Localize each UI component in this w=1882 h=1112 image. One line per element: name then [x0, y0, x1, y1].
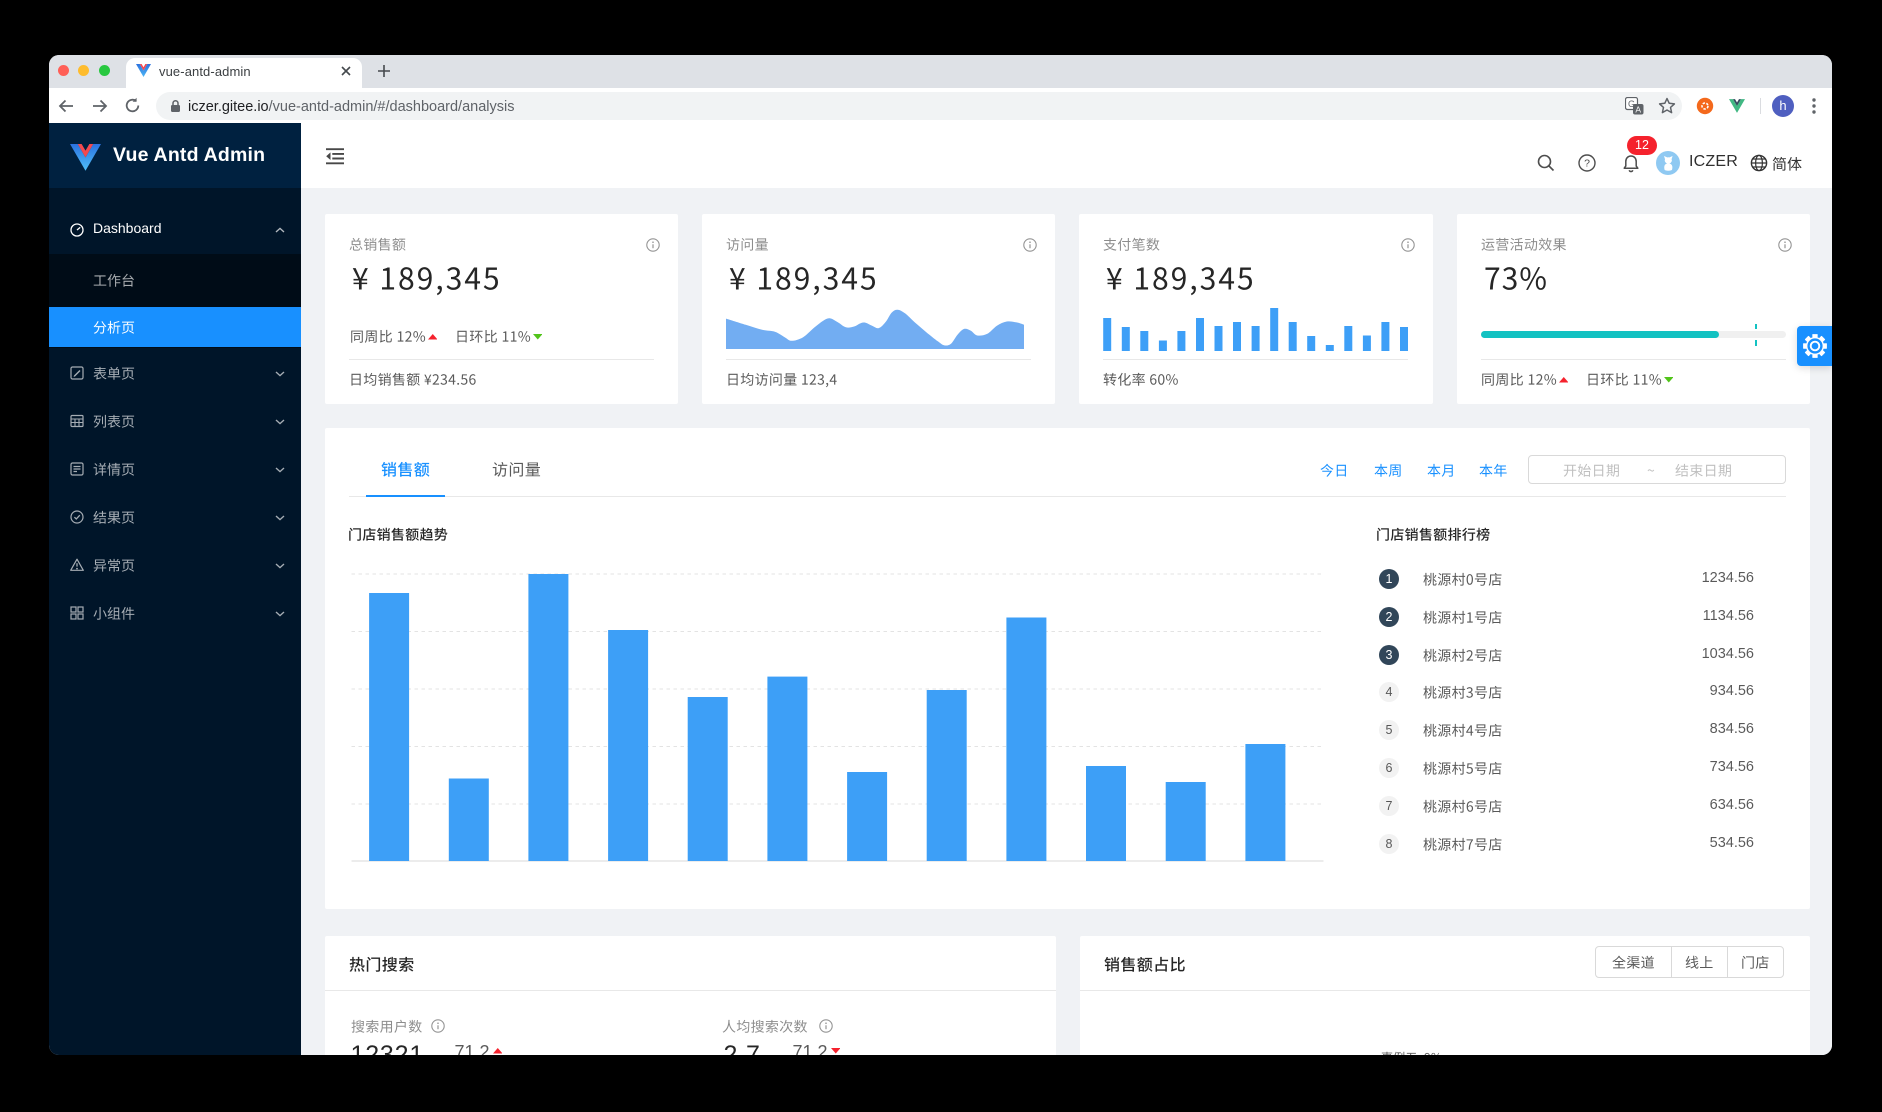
svg-text:A: A — [1635, 104, 1641, 114]
svg-text:?: ? — [1584, 158, 1590, 170]
svg-text:G: G — [1628, 99, 1635, 109]
